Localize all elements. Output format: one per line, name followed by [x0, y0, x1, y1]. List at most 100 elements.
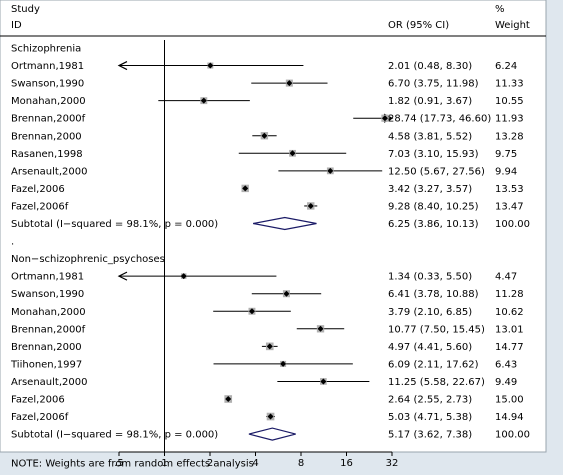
study-label: Fazel,2006f [11, 201, 69, 212]
weight-text: 9.49 [495, 377, 517, 388]
ci-text: 5.17 (3.62, 7.38) [388, 430, 472, 441]
study-label: Brennan,2000f [11, 114, 86, 125]
subtotal-diamond [248, 427, 296, 441]
ci-text: 7.03 (3.10, 15.93) [388, 149, 479, 160]
weight-text: 10.55 [495, 96, 524, 107]
point-estimate [320, 378, 327, 385]
point-estimate [280, 360, 287, 367]
study-label: Brennan,2000 [11, 342, 82, 353]
ci-arrow-left [117, 61, 128, 71]
ci-text: 3.79 (2.10, 6.85) [388, 307, 472, 318]
ci-text: 12.50 (5.67, 27.56) [388, 166, 485, 177]
ci-text: 11.25 (5.58, 22.67) [388, 377, 485, 388]
point-estimate [267, 413, 274, 420]
header-weight: Weight [495, 20, 530, 31]
ci-text: 28.74 (17.73, 46.60) [388, 114, 491, 125]
group-label: Schizophrenia [11, 44, 81, 55]
header-study: Study [11, 4, 40, 15]
header-percent: % [495, 4, 505, 15]
study-label: Fazel,2006 [11, 184, 65, 195]
point-estimate [327, 167, 334, 174]
point-estimate [286, 80, 293, 87]
spacer-dot: . [11, 237, 14, 248]
x-tick-label: 32 [386, 458, 399, 469]
ci-text: 4.97 (4.41, 5.60) [388, 342, 472, 353]
study-label: Brennan,2000f [11, 324, 86, 335]
point-estimate [317, 325, 324, 332]
x-tick-label: 2 [207, 458, 213, 469]
ci-arrow-left [117, 271, 128, 281]
group-label: Non−schizophrenic_psychoses [11, 254, 165, 265]
header-id: ID [11, 20, 22, 31]
ci-text: 4.58 (3.81, 5.52) [388, 131, 472, 142]
weight-text: 100.00 [495, 430, 530, 441]
ci-text: 5.03 (4.71, 5.38) [388, 412, 472, 423]
subtotal-label: Subtotal (I−squared = 98.1%, p = 0.000) [11, 430, 218, 441]
study-label: Tiihonen,1997 [10, 359, 82, 370]
x-tick-label: 16 [340, 458, 353, 469]
x-tick-label: 1 [161, 458, 167, 469]
ci-text: 3.42 (3.27, 3.57) [388, 184, 472, 195]
study-label: Fazel,2006 [11, 395, 65, 406]
weight-text: 13.01 [495, 324, 524, 335]
point-estimate [266, 343, 273, 350]
point-estimate [261, 132, 268, 139]
study-label: Rasanen,1998 [11, 149, 83, 160]
study-label: Fazel,2006f [11, 412, 69, 423]
point-estimate [207, 62, 214, 69]
weight-text: 13.53 [495, 184, 524, 195]
ci-text: 1.34 (0.33, 5.50) [388, 272, 472, 283]
weight-text: 15.00 [495, 395, 524, 406]
point-estimate [180, 273, 187, 280]
weight-text: 11.93 [495, 114, 524, 125]
point-estimate [242, 185, 249, 192]
weight-text: 13.28 [495, 131, 524, 142]
weight-text: 10.62 [495, 307, 524, 318]
study-label: Ortmann,1981 [11, 272, 84, 283]
weight-text: 4.47 [495, 272, 517, 283]
point-estimate [283, 290, 290, 297]
study-label: Brennan,2000 [11, 131, 82, 142]
ci-text: 1.82 (0.91, 3.67) [388, 96, 472, 107]
weight-text: 14.77 [495, 342, 524, 353]
study-label: Arsenault,2000 [11, 166, 87, 177]
weight-text: 9.75 [495, 149, 517, 160]
x-tick-label: 4 [252, 458, 258, 469]
ci-text: 6.70 (3.75, 11.98) [388, 79, 479, 90]
ci-text: 2.64 (2.55, 2.73) [388, 395, 472, 406]
weight-text: 11.33 [495, 79, 524, 90]
header-ci: OR (95% CI) [388, 20, 449, 31]
point-estimate [248, 308, 255, 315]
subtotal-label: Subtotal (I−squared = 98.1%, p = 0.000) [11, 219, 218, 230]
study-label: Ortmann,1981 [11, 61, 84, 72]
weight-text: 6.24 [495, 61, 517, 72]
plot-panel [0, 0, 547, 453]
study-label: Monahan,2000 [11, 307, 86, 318]
study-label: Monahan,2000 [11, 96, 86, 107]
ci-text: 2.01 (0.48, 8.30) [388, 61, 472, 72]
note-text: NOTE: Weights are from random effects an… [11, 459, 254, 470]
ci-text: 9.28 (8.40, 10.25) [388, 201, 479, 212]
ci-text: 10.77 (7.50, 15.45) [388, 324, 485, 335]
weight-text: 14.94 [495, 412, 524, 423]
weight-text: 13.47 [495, 201, 524, 212]
study-label: Swanson,1990 [11, 79, 84, 90]
x-tick-label: .5 [114, 458, 124, 469]
weight-text: 100.00 [495, 219, 530, 230]
subtotal-diamond [253, 216, 317, 231]
point-estimate [381, 115, 388, 122]
point-estimate [289, 150, 296, 157]
x-tick-label: 8 [298, 458, 304, 469]
ci-text: 6.09 (2.11, 17.62) [388, 359, 479, 370]
study-label: Swanson,1990 [11, 289, 84, 300]
point-estimate [307, 202, 314, 209]
point-estimate [225, 396, 232, 402]
weight-text: 11.28 [495, 289, 524, 300]
ci-text: 6.25 (3.86, 10.13) [388, 219, 479, 230]
ci-text: 6.41 (3.78, 10.88) [388, 289, 479, 300]
weight-text: 9.94 [495, 166, 517, 177]
study-label: Arsenault,2000 [11, 377, 87, 388]
weight-text: 6.43 [495, 359, 517, 370]
